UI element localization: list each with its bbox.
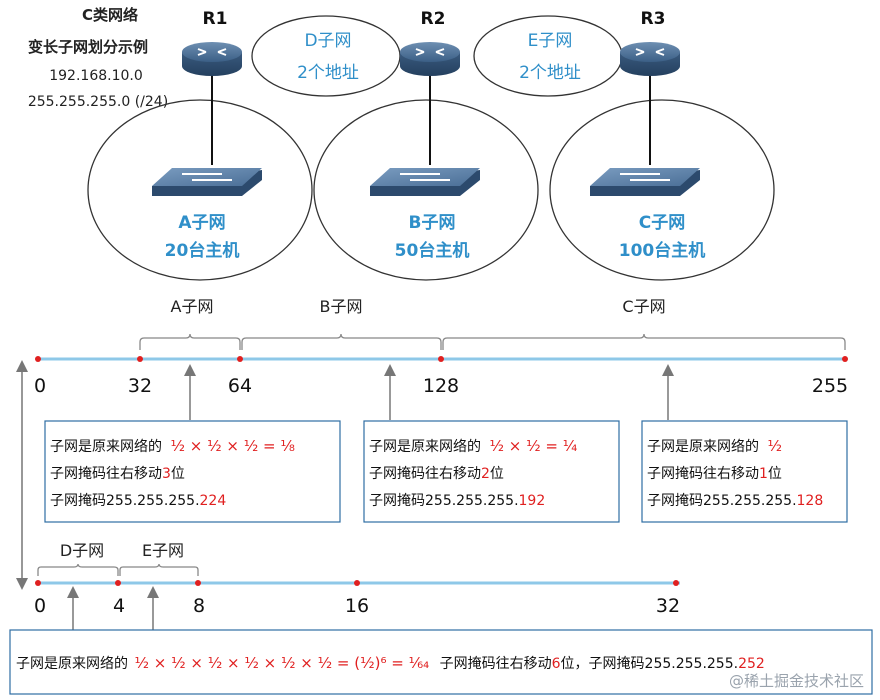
router-r1-label: R1 bbox=[203, 9, 228, 29]
info-box-b-frame bbox=[363, 420, 620, 523]
axis-top-tick-255: 255 bbox=[812, 375, 848, 397]
info-box-a-line3: 子网掩码255.255.255.224 bbox=[50, 493, 226, 509]
info-box-c-line2: 子网掩码往右移动1位 bbox=[647, 466, 782, 482]
info-box-b-line2: 子网掩码往右移动2位 bbox=[369, 466, 504, 482]
router-r2-icon bbox=[400, 42, 460, 76]
info-box-de-text: 子网是原来网络的 ¹⁄₂ × ¹⁄₂ × ¹⁄₂ × ¹⁄₂ × ¹⁄₂ × ¹… bbox=[16, 654, 765, 672]
axis-bottom-dot-16 bbox=[354, 580, 360, 586]
lan-a-ellipse bbox=[87, 99, 313, 281]
switch-a-icon bbox=[152, 168, 262, 196]
axis-bottom-dot-8 bbox=[195, 580, 201, 586]
info-box-b: 子网是原来网络的 ¹⁄₂ × ¹⁄₂ = ¹⁄₄ 子网掩码往右移动2位 子网掩码… bbox=[363, 420, 620, 523]
lan-c-hosts: 100台主机 bbox=[619, 240, 706, 261]
header-title: C类网络 bbox=[82, 6, 138, 24]
lan-a-name: A子网 bbox=[178, 213, 225, 233]
lan-c-ellipse bbox=[549, 99, 775, 281]
info-box-a-frame bbox=[44, 420, 341, 523]
lan-b-ellipse bbox=[313, 99, 539, 281]
axis-bottom-tick-16: 16 bbox=[345, 595, 369, 617]
router-r3-label: R3 bbox=[641, 9, 666, 29]
router-r2-label: R2 bbox=[421, 9, 446, 29]
info-box-a-line2: 子网掩码往右移动3位 bbox=[50, 466, 185, 482]
info-box-c-line1: 子网是原来网络的 ¹⁄₂ bbox=[647, 437, 782, 455]
brace-d bbox=[37, 563, 119, 576]
brace-a bbox=[139, 333, 241, 350]
axis-top: 0 32 64 128 255 A子网 B子网 C子网 bbox=[34, 297, 848, 420]
info-box-b-line3: 子网掩码255.255.255.192 bbox=[369, 493, 545, 509]
axis-bottom: 0 4 8 16 32 D子网 E子网 bbox=[34, 541, 680, 630]
axis-top-dot-128 bbox=[438, 356, 444, 362]
axis-bottom-tick-8: 8 bbox=[193, 595, 205, 617]
header-network: 192.168.10.0 bbox=[49, 68, 143, 84]
brace-e-label: E子网 bbox=[142, 541, 184, 560]
info-box-a: 子网是原来网络的 ¹⁄₂ × ¹⁄₂ × ¹⁄₂ = ¹⁄₈ 子网掩码往右移动3… bbox=[44, 420, 341, 523]
brace-b-label: B子网 bbox=[320, 297, 363, 316]
info-box-c-line3: 子网掩码255.255.255.128 bbox=[647, 493, 823, 509]
brace-e bbox=[119, 563, 199, 576]
router-r1-icon bbox=[182, 42, 242, 76]
lan-a-hosts: 20台主机 bbox=[165, 240, 240, 261]
wan-e-ellipse bbox=[473, 15, 623, 97]
header-subtitle: 变长子网划分示例 bbox=[28, 38, 148, 56]
brace-a-label: A子网 bbox=[171, 297, 214, 316]
axis-top-dot-32 bbox=[137, 356, 143, 362]
axis-bottom-dot-32 bbox=[673, 580, 679, 586]
axis-bottom-dot-0 bbox=[35, 580, 41, 586]
brace-c bbox=[442, 333, 846, 350]
lan-c-name: C子网 bbox=[639, 213, 685, 233]
wan-d-ellipse bbox=[251, 15, 401, 97]
axis-top-tick-128: 128 bbox=[423, 375, 459, 397]
wan-e-hosts: 2个地址 bbox=[519, 63, 581, 83]
info-box-de: 子网是原来网络的 ¹⁄₂ × ¹⁄₂ × ¹⁄₂ × ¹⁄₂ × ¹⁄₂ × ¹… bbox=[9, 629, 873, 695]
header-mask: 255.255.255.0 (/24) bbox=[28, 94, 168, 110]
wan-e-name: E子网 bbox=[528, 31, 573, 51]
axis-bottom-tick-0: 0 bbox=[34, 595, 46, 617]
axis-top-tick-64: 64 bbox=[228, 375, 252, 397]
wan-d-hosts: 2个地址 bbox=[297, 63, 359, 83]
brace-d-label: D子网 bbox=[60, 541, 104, 560]
axis-top-tick-32: 32 bbox=[128, 375, 152, 397]
info-box-c: 子网是原来网络的 ¹⁄₂ 子网掩码往右移动1位 子网掩码255.255.255.… bbox=[641, 420, 848, 523]
header: C类网络 变长子网划分示例 192.168.10.0 255.255.255.0… bbox=[28, 6, 168, 110]
lan-b-hosts: 50台主机 bbox=[395, 240, 470, 261]
brace-b bbox=[241, 333, 442, 350]
axis-bottom-dot-4 bbox=[115, 580, 121, 586]
router-r3-icon bbox=[620, 42, 680, 76]
axis-bottom-tick-4: 4 bbox=[113, 595, 125, 617]
axis-top-dot-64 bbox=[237, 356, 243, 362]
switch-c-icon bbox=[590, 168, 700, 196]
wan-d-name: D子网 bbox=[304, 31, 351, 51]
lan-b-name: B子网 bbox=[409, 213, 456, 233]
switch-b-icon bbox=[370, 168, 480, 196]
info-box-de-frame bbox=[9, 629, 873, 695]
axis-bottom-tick-32: 32 bbox=[656, 595, 680, 617]
axis-top-dot-0 bbox=[35, 356, 41, 362]
axis-top-tick-0: 0 bbox=[34, 375, 46, 397]
info-box-a-line1: 子网是原来网络的 ¹⁄₂ × ¹⁄₂ × ¹⁄₂ = ¹⁄₈ bbox=[50, 437, 295, 455]
watermark: @稀土掘金技术社区 bbox=[729, 672, 864, 690]
brace-c-label: C子网 bbox=[622, 297, 665, 316]
info-box-c-frame bbox=[641, 420, 848, 523]
axis-top-dot-255 bbox=[842, 356, 848, 362]
info-box-b-line1: 子网是原来网络的 ¹⁄₂ × ¹⁄₂ = ¹⁄₄ bbox=[369, 437, 577, 455]
